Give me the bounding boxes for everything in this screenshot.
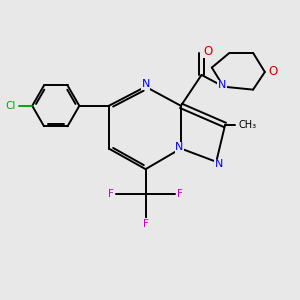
Text: Cl: Cl — [5, 101, 15, 111]
Text: N: N — [218, 80, 226, 90]
Text: F: F — [177, 189, 183, 199]
Text: F: F — [142, 219, 148, 229]
Text: CH₃: CH₃ — [238, 120, 256, 130]
Text: O: O — [203, 45, 213, 58]
Text: N: N — [141, 79, 150, 89]
Text: O: O — [268, 65, 278, 79]
Text: F: F — [108, 189, 114, 199]
Text: N: N — [215, 159, 224, 169]
Text: N: N — [175, 142, 184, 152]
